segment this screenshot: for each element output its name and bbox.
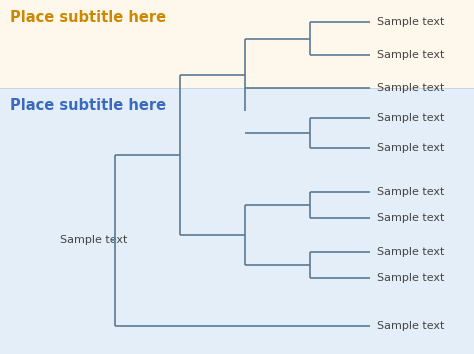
- Text: Sample text: Sample text: [377, 247, 444, 257]
- Text: Place subtitle here: Place subtitle here: [10, 98, 166, 113]
- Text: Sample text: Sample text: [377, 50, 444, 60]
- FancyBboxPatch shape: [0, 0, 474, 88]
- FancyBboxPatch shape: [0, 88, 474, 354]
- Text: Place subtitle here: Place subtitle here: [10, 10, 166, 25]
- Text: Sample text: Sample text: [377, 83, 444, 93]
- Text: Sample text: Sample text: [60, 235, 128, 245]
- Text: Sample text: Sample text: [377, 17, 444, 27]
- Text: Sample text: Sample text: [377, 187, 444, 197]
- Text: Sample text: Sample text: [377, 113, 444, 123]
- Text: Sample text: Sample text: [377, 321, 444, 331]
- Text: Sample text: Sample text: [377, 143, 444, 153]
- Text: Sample text: Sample text: [377, 213, 444, 223]
- Text: Sample text: Sample text: [377, 273, 444, 283]
